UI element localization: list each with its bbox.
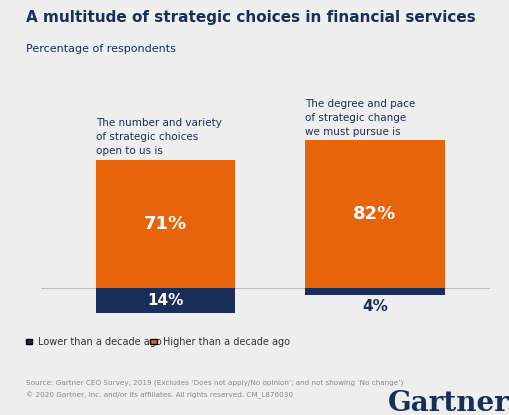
Text: The degree and pace
of strategic change
we must pursue is: The degree and pace of strategic change … bbox=[304, 99, 414, 137]
Text: 71%: 71% bbox=[144, 215, 187, 233]
Text: The number and variety
of strategic choices
open to us is: The number and variety of strategic choi… bbox=[96, 118, 221, 156]
Bar bbox=[304, 140, 444, 288]
Bar bbox=[304, 288, 444, 295]
Text: 82%: 82% bbox=[353, 205, 396, 223]
Text: © 2020 Gartner, Inc. and/or its affiliates. All rights reserved. CM_L876030: © 2020 Gartner, Inc. and/or its affiliat… bbox=[25, 391, 292, 399]
Text: 14%: 14% bbox=[147, 293, 183, 308]
Text: Higher than a decade ago: Higher than a decade ago bbox=[163, 337, 290, 347]
Text: 4%: 4% bbox=[361, 298, 387, 313]
Text: Source: Gartner CEO Survey, 2019 (Excludes ‘Does not apply/No opinion’; and not : Source: Gartner CEO Survey, 2019 (Exclud… bbox=[25, 380, 402, 386]
Text: Percentage of respondents: Percentage of respondents bbox=[25, 44, 175, 54]
Bar bbox=[96, 160, 235, 288]
Text: Gartner.: Gartner. bbox=[387, 390, 509, 415]
Text: A multitude of strategic choices in financial services: A multitude of strategic choices in fina… bbox=[25, 10, 474, 25]
Bar bbox=[96, 288, 235, 313]
Text: Lower than a decade ago: Lower than a decade ago bbox=[38, 337, 162, 347]
